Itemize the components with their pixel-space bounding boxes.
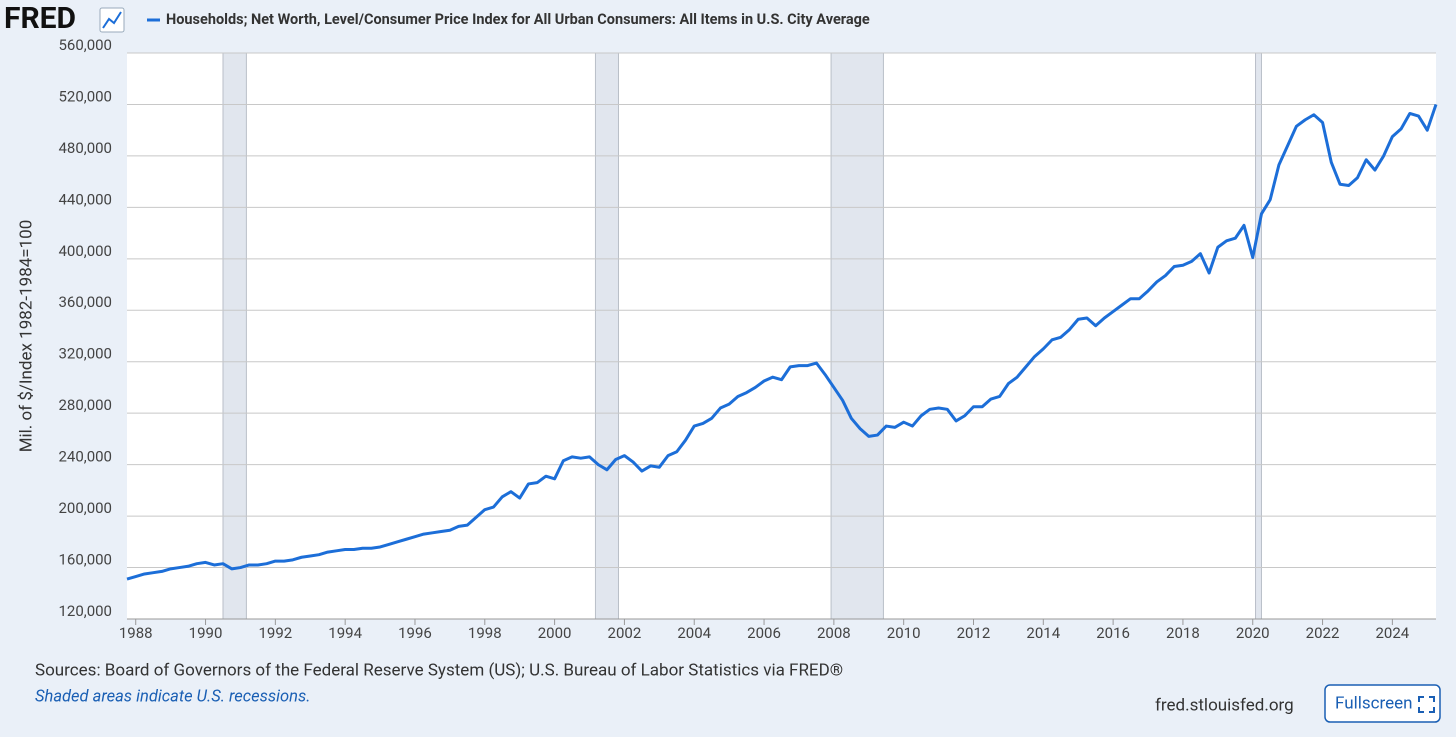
x-tick-label: 2004 — [677, 624, 711, 642]
x-tick-label: 2000 — [538, 624, 572, 642]
logo-icon — [99, 7, 125, 33]
x-tick-label: 2008 — [817, 624, 851, 642]
x-tick-label: 1992 — [258, 624, 292, 642]
x-tick-label: 2014 — [1026, 624, 1060, 642]
x-tick-label: 2024 — [1375, 624, 1409, 642]
x-tick-label: 1990 — [189, 624, 223, 642]
x-tick-label: 1994 — [328, 624, 362, 642]
plot-area — [127, 53, 1436, 619]
y-tick-label: 200,000 — [58, 499, 112, 517]
x-tick-label: 2022 — [1306, 624, 1340, 642]
x-tick-label: 2010 — [887, 624, 921, 642]
x-tick-label: 2016 — [1096, 624, 1130, 642]
recession-band — [594, 52, 619, 620]
x-tick-label: 2012 — [957, 624, 991, 642]
x-tick-label: 2002 — [608, 624, 642, 642]
y-tick-label: 440,000 — [58, 190, 112, 208]
x-tick-label: 2020 — [1236, 624, 1270, 642]
recession-band — [830, 52, 884, 620]
y-tick-label: 560,000 — [58, 36, 112, 54]
y-tick-label: 120,000 — [58, 602, 112, 620]
x-tick-label: 2018 — [1166, 624, 1200, 642]
x-tick-label: 1996 — [398, 624, 432, 642]
fullscreen-button[interactable]: Fullscreen — [1324, 684, 1441, 723]
recession-band — [222, 52, 247, 620]
y-tick-label: 360,000 — [58, 293, 112, 311]
button-label[interactable]: Fullscreen — [1335, 693, 1413, 713]
recession-note: Shaded areas indicate U.S. recessions. — [35, 687, 310, 706]
y-tick-label: 520,000 — [58, 87, 112, 105]
y-tick-label: 240,000 — [58, 448, 112, 466]
logo: FRED — [4, 1, 76, 36]
x-tick-label: 1998 — [468, 624, 502, 642]
y-tick-label: 480,000 — [58, 139, 112, 157]
y-tick-label: 400,000 — [58, 242, 112, 260]
site-link[interactable]: fred.stlouisfed.org — [1155, 695, 1294, 715]
recession-band — [1255, 52, 1262, 620]
y-tick-label: 160,000 — [58, 551, 112, 569]
legend-label: Households; Net Worth, Level/Consumer Pr… — [166, 11, 870, 28]
y-tick-label: 280,000 — [58, 396, 112, 414]
y-tick-label: 320,000 — [58, 345, 112, 363]
x-tick-label: 1988 — [119, 624, 153, 642]
series-line — [126, 103, 1438, 581]
x-tick-label: 2006 — [747, 624, 781, 642]
y-axis-label: Mil. of $/Index 1982-1984=100 — [16, 220, 36, 453]
sources: Sources: Board of Governors of the Feder… — [35, 660, 843, 680]
